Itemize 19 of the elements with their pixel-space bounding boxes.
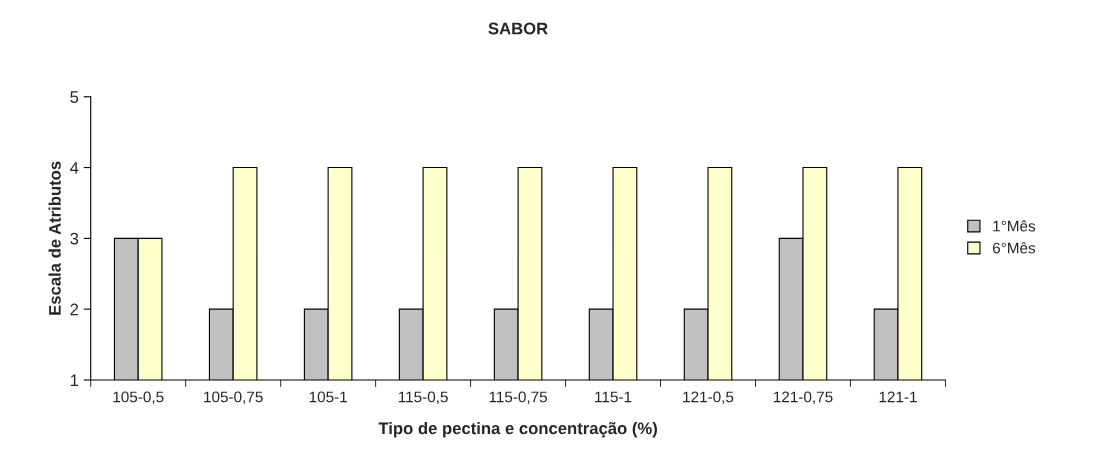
y-tick-label: 2 bbox=[70, 303, 79, 316]
x-tick-label: 121-0,5 bbox=[683, 391, 734, 405]
y-tick-label: 3 bbox=[70, 232, 79, 245]
x-tick-label: 121-1 bbox=[879, 391, 917, 403]
x-tick-label: 105-1 bbox=[309, 391, 347, 403]
x-tick-label: 121-0,75 bbox=[774, 391, 833, 405]
y-tick-label: 4 bbox=[70, 162, 79, 174]
legend-label: 6°Mês bbox=[992, 242, 1036, 254]
x-tick-label: 115-0,5 bbox=[398, 391, 448, 405]
y-axis-title: Escala de Atributos bbox=[48, 161, 61, 315]
y-tick-label: 1 bbox=[70, 374, 79, 386]
x-tick-label: 105-0,75 bbox=[204, 391, 263, 405]
x-tick-label: 105-0,5 bbox=[113, 391, 164, 405]
chart-title: SABOR bbox=[488, 22, 548, 35]
legend-label: 1°Mês bbox=[993, 220, 1036, 232]
x-tick-label: 115-1 bbox=[595, 391, 632, 403]
x-axis-title: Tipo de pectina e concentração (%) bbox=[378, 421, 657, 438]
y-tick-label: 5 bbox=[70, 91, 79, 103]
x-tick-label: 115-0,75 bbox=[489, 391, 548, 405]
